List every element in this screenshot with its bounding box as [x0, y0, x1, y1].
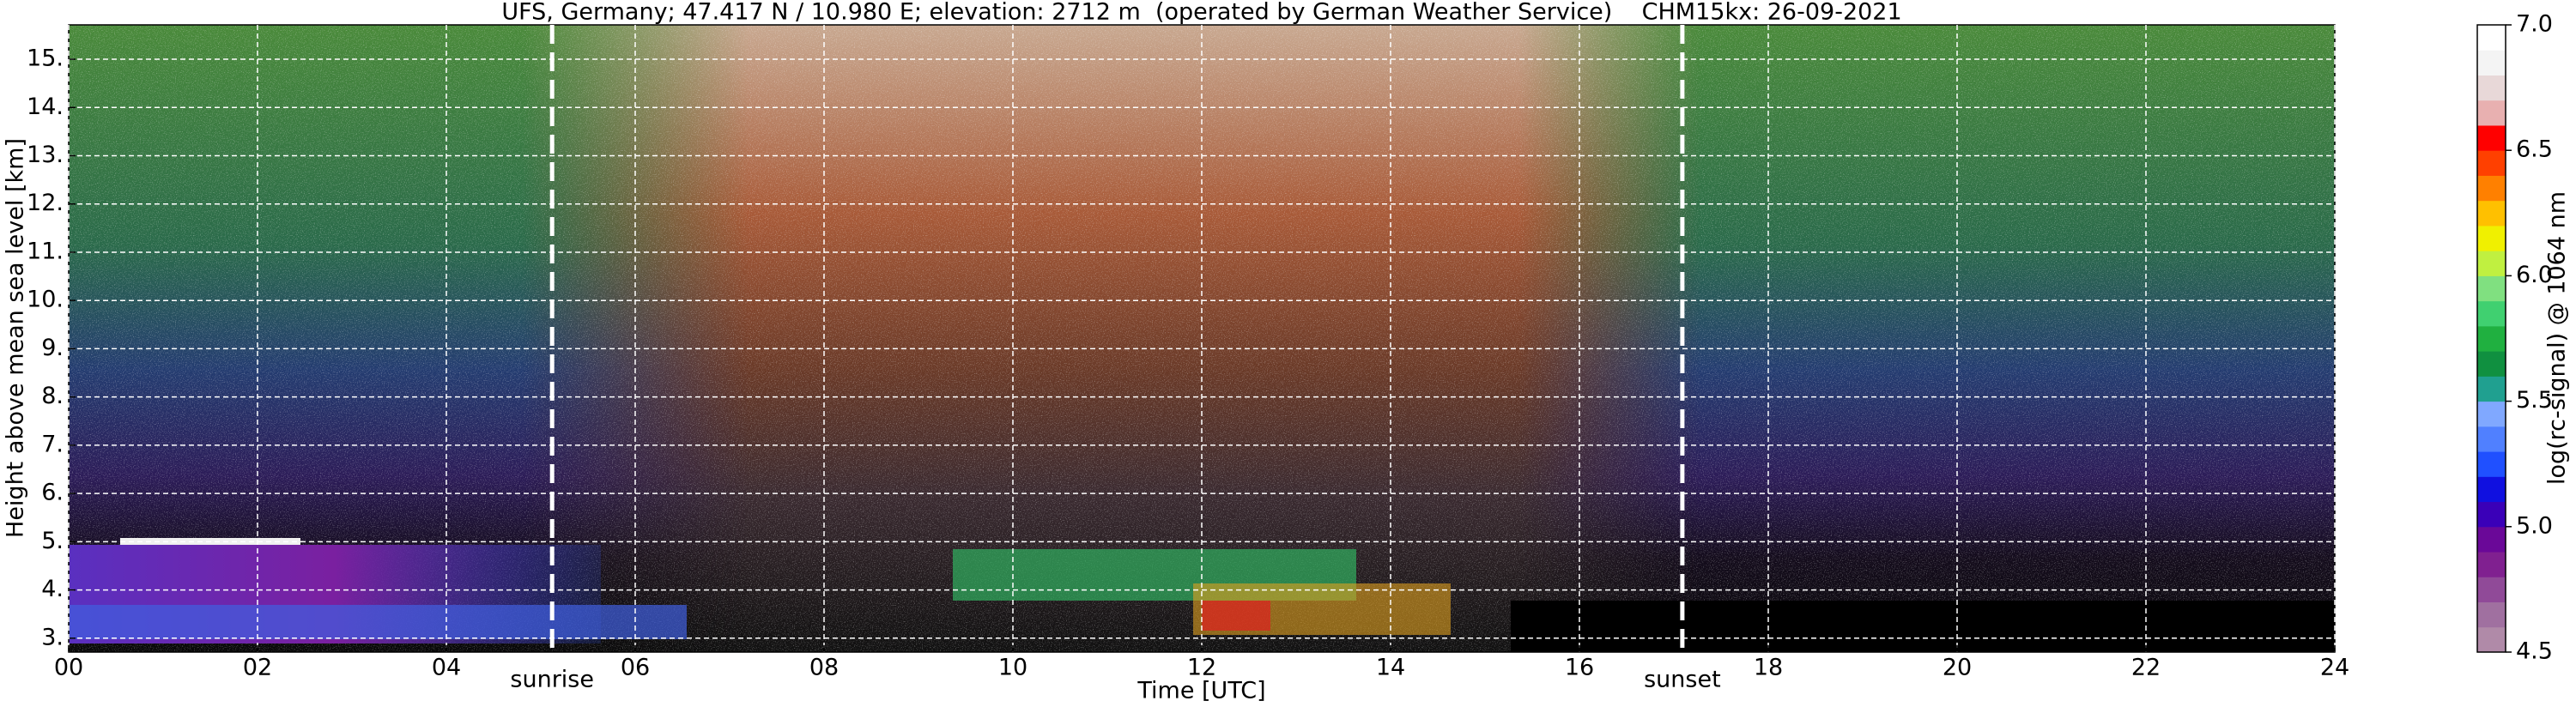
colorbar-band	[2477, 552, 2506, 577]
colorbar-tick-label: 6.0	[2516, 262, 2553, 288]
x-tick-label: 22	[2131, 655, 2161, 681]
x-tick-label: 06	[621, 655, 650, 681]
colorbar-band	[2477, 577, 2506, 603]
colorbar-band	[2477, 75, 2506, 101]
x-tick-label: 14	[1376, 655, 1405, 681]
colorbar-band	[2477, 351, 2506, 377]
colorbar-tick-label: 7.0	[2516, 11, 2553, 38]
colorbar-tick-label: 6.5	[2516, 136, 2553, 163]
colorbar-band	[2477, 526, 2506, 553]
colorbar-band	[2477, 401, 2506, 427]
colorbar-band	[2477, 124, 2506, 151]
colorbar-band	[2477, 376, 2506, 402]
colorbar-band	[2477, 476, 2506, 503]
y-tick-label: 8.	[41, 383, 64, 409]
daytime-layer	[1202, 601, 1270, 631]
chart-title: UFS, Germany; 47.417 N / 10.980 E; eleva…	[501, 0, 1901, 26]
colorbar-band	[2477, 200, 2506, 227]
colorbar-band	[2477, 451, 2506, 477]
colorbar-band	[2477, 150, 2506, 176]
x-tick-label: 20	[1943, 655, 1972, 681]
colorbar-band	[2477, 100, 2506, 126]
y-tick-label: 14.	[27, 94, 64, 120]
colorbar-band	[2477, 601, 2506, 628]
y-tick-label: 11.	[27, 238, 64, 264]
x-tick-label: 08	[809, 655, 839, 681]
y-tick-label: 5.	[41, 528, 64, 554]
colorbar-band	[2477, 626, 2506, 653]
y-tick-label: 4.	[41, 576, 64, 602]
colorbar-band	[2477, 175, 2506, 202]
y-tick-label: 6.	[41, 480, 64, 506]
y-tick-label: 13.	[27, 142, 64, 168]
y-tick-label: 7.	[41, 431, 64, 457]
annotation-label: sunset	[1644, 667, 1721, 693]
colorbar-label: log(rc-signal) @ 1064 nm	[2544, 191, 2571, 485]
colorbar-band	[2477, 501, 2506, 528]
x-tick-label: 18	[1754, 655, 1783, 681]
colorbar-band	[2477, 325, 2506, 352]
x-tick-label: 10	[998, 655, 1027, 681]
x-tick-label: 04	[432, 655, 461, 681]
y-tick-label: 15.	[27, 45, 64, 72]
x-tick-label: 02	[243, 655, 272, 681]
y-axis-label: Height above mean sea level [km]	[3, 138, 29, 538]
colorbar-tick-label: 4.5	[2516, 638, 2553, 665]
x-tick-label: 12	[1187, 655, 1216, 681]
colorbar-band	[2477, 426, 2506, 452]
colorbar-band	[2477, 50, 2506, 76]
y-tick-label: 10.	[27, 287, 64, 313]
boundary-layer	[69, 605, 687, 639]
colorbar-tick-label: 5.5	[2516, 387, 2553, 414]
y-tick-label: 12.	[27, 190, 64, 216]
colorbar-tick-label: 5.0	[2516, 512, 2553, 539]
colorbar-band	[2477, 300, 2506, 327]
colorbar-frame	[2476, 24, 2506, 653]
x-tick-label: 24	[2320, 655, 2349, 681]
annotation-label: sunrise	[510, 667, 594, 693]
colorbar-band	[2477, 251, 2506, 276]
colorbar-band	[2477, 275, 2506, 302]
night-ground	[1511, 601, 2335, 652]
colorbar-band	[2477, 225, 2506, 251]
y-tick-label: 3.	[41, 624, 64, 650]
y-tick-label: 9.	[41, 335, 64, 361]
colorbar-band	[2477, 25, 2506, 51]
x-axis-label: Time [UTC]	[1136, 678, 1265, 704]
x-tick-label: 00	[54, 655, 83, 681]
x-tick-label: 16	[1565, 655, 1594, 681]
